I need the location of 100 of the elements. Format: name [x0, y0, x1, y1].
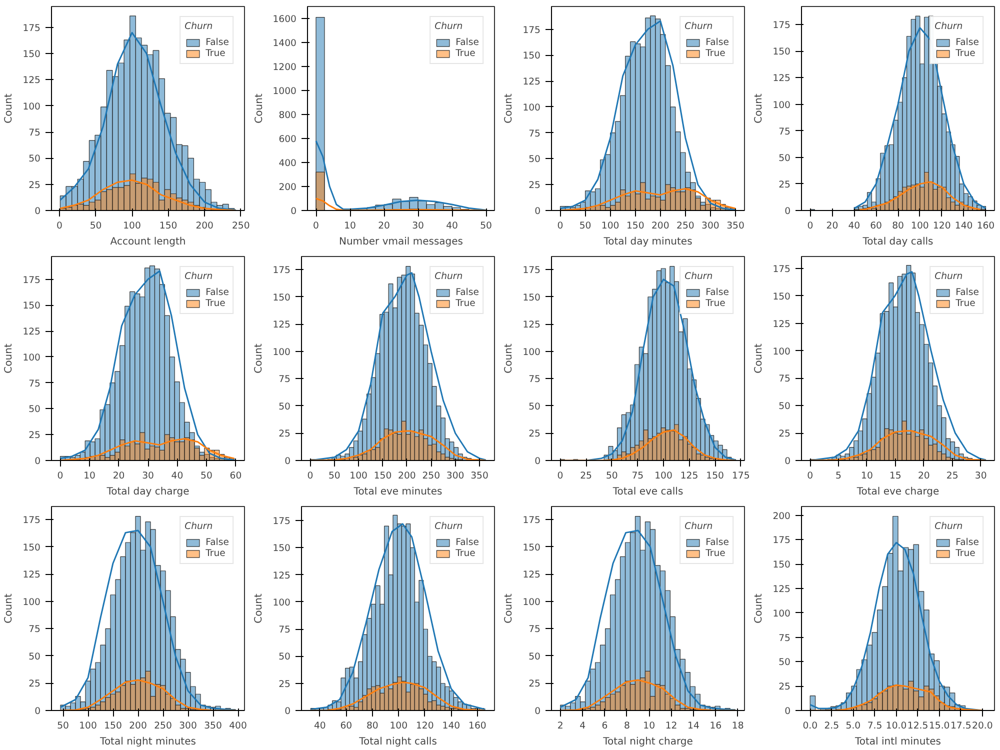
y-tick-label: 75 — [528, 374, 541, 386]
legend-label: True — [956, 298, 976, 309]
legend-label: True — [456, 548, 476, 559]
y-tick-label: 100 — [522, 346, 541, 358]
x-axis-title: Total day charge — [106, 486, 190, 498]
legend-label: True — [706, 298, 726, 309]
x-tick-label: 2 — [557, 720, 564, 732]
y-tick-label: 75 — [28, 378, 41, 390]
x-tick-label: 300 — [179, 720, 197, 732]
x-tick-label: 7.5 — [867, 720, 882, 732]
x-tick-label: 50 — [90, 220, 102, 232]
x-tick-label: 100 — [123, 220, 142, 232]
x-tick-label: 8 — [624, 720, 630, 732]
y-tick-label: 25 — [528, 428, 541, 440]
y-tick-label: 175 — [772, 264, 791, 276]
y-tick-label: 175 — [272, 516, 291, 528]
y-tick-label: 100 — [772, 100, 791, 111]
x-tick-label: 15 — [890, 470, 902, 482]
x-tick-label: 350 — [204, 720, 222, 732]
y-axis-title: Count — [754, 344, 765, 374]
x-tick-label: 0 — [807, 470, 814, 482]
y-tick-label: 0 — [784, 206, 791, 217]
legend-label: False — [706, 287, 729, 298]
x-tick-label: 50 — [328, 470, 340, 482]
x-axis-title: Total intl minutes — [854, 736, 942, 748]
y-tick-label: 150 — [772, 560, 791, 571]
legend-label: False — [706, 37, 729, 48]
legend-label: True — [206, 298, 226, 309]
x-tick-label: 80 — [366, 720, 378, 732]
legend-label: True — [706, 548, 726, 559]
x-tick-label: 16 — [710, 720, 722, 732]
x-axis-title: Total night charge — [602, 736, 693, 748]
y-tick-label: 25 — [278, 428, 291, 440]
y-tick-label: 1000 — [272, 86, 297, 97]
y-tick-label: 175 — [272, 265, 291, 276]
x-tick-label: 300 — [702, 220, 720, 232]
y-tick-label: 50 — [778, 401, 791, 412]
y-tick-label: 1200 — [272, 62, 297, 73]
y-axis-title: Count — [504, 594, 515, 624]
y-tick-label: 25 — [28, 678, 41, 690]
x-tick-label: 5 — [836, 470, 842, 482]
y-tick-label: 150 — [272, 543, 291, 554]
x-tick-label: 200 — [129, 720, 147, 732]
y-tick-label: 0 — [34, 456, 41, 467]
y-tick-label: 25 — [278, 678, 291, 690]
y-tick-label: 0 — [784, 456, 791, 467]
x-tick-label: 60 — [230, 470, 242, 482]
y-axis-title: Count — [754, 594, 765, 624]
y-tick-label: 175 — [522, 515, 541, 526]
x-tick-label: 50 — [200, 470, 212, 482]
y-tick-label: 25 — [28, 430, 41, 442]
y-tick-label: 75 — [528, 624, 541, 636]
y-tick-label: 100 — [22, 101, 41, 112]
y-tick-label: 50 — [28, 404, 41, 416]
legend-label: False — [206, 287, 229, 298]
y-tick-label: 0 — [534, 456, 541, 467]
x-tick-label: 100 — [350, 470, 368, 482]
x-tick-label: 50 — [579, 220, 592, 232]
y-tick-label: 150 — [522, 50, 541, 62]
x-tick-label: 250 — [232, 220, 250, 232]
y-tick-label: 150 — [272, 292, 291, 304]
x-tick-label: 150 — [159, 220, 178, 232]
y-tick-label: 25 — [28, 180, 41, 191]
legend-label: True — [706, 48, 726, 59]
x-tick-label: 160 — [468, 720, 486, 732]
y-tick-label: 50 — [278, 401, 291, 412]
legend-label: True — [206, 548, 226, 559]
x-tick-label: 0 — [307, 470, 314, 482]
x-tick-label: 50 — [606, 470, 618, 482]
x-tick-label: 100 — [79, 720, 97, 732]
y-tick-label: 75 — [28, 624, 41, 636]
y-tick-label: 125 — [22, 326, 41, 338]
x-tick-label: 150 — [626, 220, 644, 232]
x-tick-label: 30 — [412, 220, 424, 232]
x-tick-label: 100 — [390, 720, 408, 732]
legend-label: False — [956, 287, 979, 298]
x-tick-label: 50 — [480, 220, 492, 232]
x-tick-label: 200 — [196, 220, 214, 232]
x-tick-label: 0.0 — [802, 720, 818, 732]
y-tick-label: 0 — [290, 206, 297, 217]
x-tick-label: 10 — [84, 470, 96, 482]
y-tick-label: 150 — [772, 46, 791, 58]
y-axis-title: Count — [4, 594, 15, 624]
y-tick-label: 100 — [272, 346, 291, 358]
x-tick-label: 30 — [974, 470, 987, 482]
y-tick-label: 100 — [22, 596, 41, 608]
legend-title: Churn — [684, 271, 714, 282]
x-tick-label: 40 — [171, 470, 184, 482]
y-tick-label: 75 — [778, 632, 791, 644]
y-tick-label: 50 — [528, 401, 541, 412]
x-tick-label: 15.0 — [928, 720, 950, 732]
x-tick-label: 0 — [57, 470, 64, 482]
x-tick-label: 150 — [706, 470, 724, 482]
x-tick-label: 10 — [643, 720, 656, 732]
y-tick-label: 125 — [22, 75, 41, 86]
legend-title: Churn — [434, 271, 464, 282]
x-tick-label: 60 — [340, 720, 352, 732]
x-tick-label: 18 — [732, 720, 744, 732]
x-tick-label: 400 — [229, 720, 247, 732]
y-axis-title: Count — [254, 344, 265, 374]
